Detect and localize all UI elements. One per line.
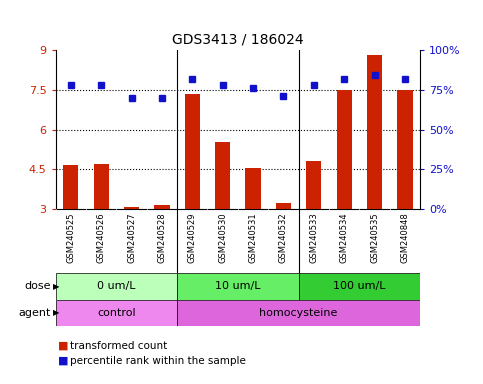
Text: GDS3413 / 186024: GDS3413 / 186024: [172, 32, 304, 46]
Text: control: control: [97, 308, 136, 318]
Text: GSM240848: GSM240848: [400, 212, 410, 263]
Bar: [56, 273, 177, 300]
Text: GSM240534: GSM240534: [340, 212, 349, 263]
Text: GSM240529: GSM240529: [188, 212, 197, 263]
Bar: [154, 205, 170, 209]
Text: GSM240531: GSM240531: [249, 212, 257, 263]
Text: dose: dose: [24, 281, 51, 291]
Bar: [185, 94, 200, 209]
Text: GSM240526: GSM240526: [97, 212, 106, 263]
Text: 0 um/L: 0 um/L: [97, 281, 136, 291]
Bar: [56, 300, 177, 326]
Text: ■: ■: [58, 356, 69, 366]
Bar: [177, 273, 298, 300]
Text: GSM240527: GSM240527: [127, 212, 136, 263]
Text: agent: agent: [18, 308, 51, 318]
Text: 10 um/L: 10 um/L: [215, 281, 261, 291]
Bar: [215, 142, 230, 209]
Text: GSM240530: GSM240530: [218, 212, 227, 263]
Bar: [398, 90, 412, 209]
Text: GSM240532: GSM240532: [279, 212, 288, 263]
Text: homocysteine: homocysteine: [259, 308, 338, 318]
Bar: [367, 55, 382, 209]
Text: GSM240533: GSM240533: [309, 212, 318, 263]
Bar: [124, 207, 139, 209]
Bar: [298, 273, 420, 300]
Bar: [177, 300, 420, 326]
Bar: [276, 203, 291, 209]
Text: 100 um/L: 100 um/L: [333, 281, 386, 291]
Text: ■: ■: [58, 341, 69, 351]
Text: percentile rank within the sample: percentile rank within the sample: [70, 356, 246, 366]
Bar: [63, 166, 78, 209]
Text: ▶: ▶: [53, 308, 59, 318]
Text: GSM240528: GSM240528: [157, 212, 167, 263]
Bar: [94, 164, 109, 209]
Bar: [245, 168, 261, 209]
Bar: [337, 90, 352, 209]
Bar: [306, 162, 322, 209]
Text: transformed count: transformed count: [70, 341, 167, 351]
Text: GSM240525: GSM240525: [66, 212, 75, 263]
Text: GSM240535: GSM240535: [370, 212, 379, 263]
Text: ▶: ▶: [53, 281, 59, 291]
